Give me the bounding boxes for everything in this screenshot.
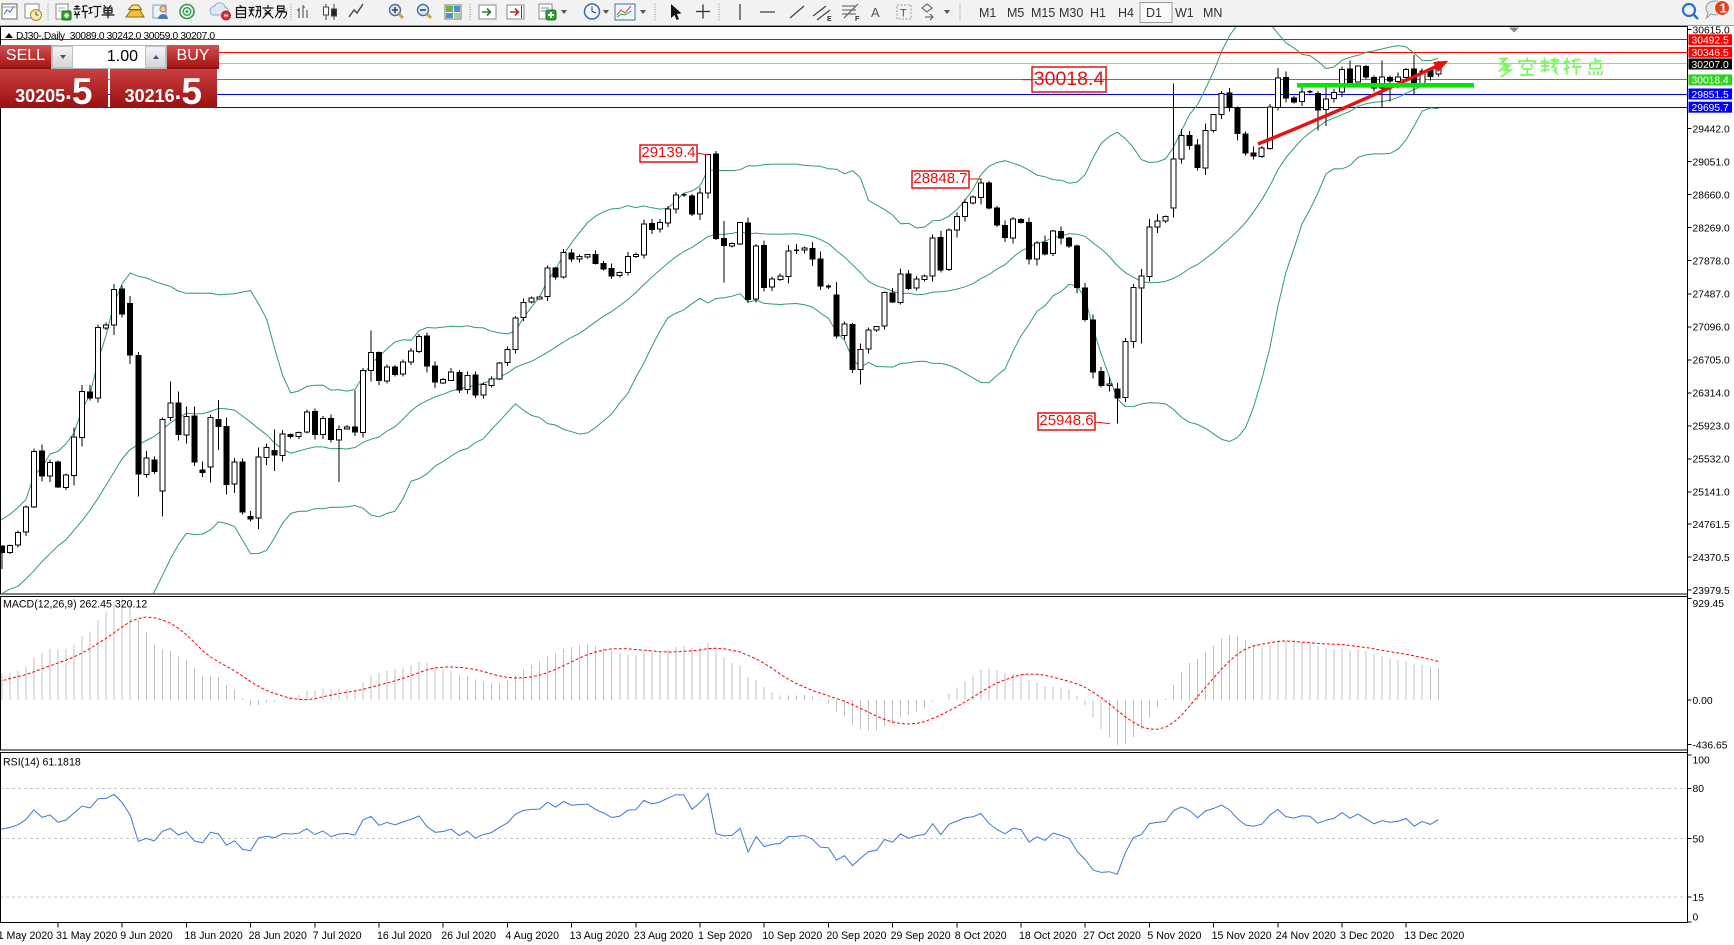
svg-text:W1: W1 <box>1175 6 1194 20</box>
svg-text:DJ30-,Daily 30089.0 30242.0 3: DJ30-,Daily 30089.0 30242.0 30059.0 3020… <box>16 31 215 42</box>
svg-text:T: T <box>900 8 907 20</box>
svg-text:27 Oct 2020: 27 Oct 2020 <box>1083 930 1141 942</box>
svg-text:M1: M1 <box>979 6 996 20</box>
svg-text:MACD(12,26,9) 262.45 320.12: MACD(12,26,9) 262.45 320.12 <box>3 599 147 611</box>
svg-text:D1: D1 <box>1146 6 1162 20</box>
svg-text:28269.0: 28269.0 <box>1693 224 1730 235</box>
svg-text:15: 15 <box>1693 893 1705 904</box>
svg-text:29442.0: 29442.0 <box>1693 124 1730 135</box>
svg-text:27096.0: 27096.0 <box>1693 323 1730 334</box>
svg-text:10 Sep 2020: 10 Sep 2020 <box>762 930 822 942</box>
svg-text:13 Dec 2020: 13 Dec 2020 <box>1404 930 1464 942</box>
svg-text:29139.4: 29139.4 <box>641 144 695 161</box>
svg-text:24761.5: 24761.5 <box>1693 520 1730 531</box>
svg-text:26 Jul 2020: 26 Jul 2020 <box>441 930 496 942</box>
svg-text:29695.7: 29695.7 <box>1692 103 1729 114</box>
svg-text:0.00: 0.00 <box>1693 696 1713 707</box>
svg-text:15 Nov 2020: 15 Nov 2020 <box>1212 930 1272 942</box>
svg-text:7 Jul 2020: 7 Jul 2020 <box>313 930 362 942</box>
svg-text:27878.0: 27878.0 <box>1693 257 1730 268</box>
svg-text:H4: H4 <box>1118 6 1134 20</box>
svg-text:30615.0: 30615.0 <box>1693 25 1730 36</box>
svg-text:MN: MN <box>1203 6 1222 20</box>
svg-text:31 May 2020: 31 May 2020 <box>56 930 117 942</box>
svg-text:H1: H1 <box>1090 6 1106 20</box>
svg-text:1 Sep 2020: 1 Sep 2020 <box>698 930 752 942</box>
svg-text:24370.5: 24370.5 <box>1693 553 1730 564</box>
svg-text:18 Oct 2020: 18 Oct 2020 <box>1019 930 1077 942</box>
svg-text:30018.4: 30018.4 <box>1034 68 1105 90</box>
svg-text:23 Aug 2020: 23 Aug 2020 <box>634 930 694 942</box>
svg-text:8 Oct 2020: 8 Oct 2020 <box>955 930 1007 942</box>
svg-text:3 Dec 2020: 3 Dec 2020 <box>1340 930 1394 942</box>
svg-text:5 Nov 2020: 5 Nov 2020 <box>1147 930 1201 942</box>
svg-text:21 May 2020: 21 May 2020 <box>0 930 53 942</box>
svg-text:28848.7: 28848.7 <box>913 170 967 187</box>
svg-text:1: 1 <box>1720 1 1727 16</box>
svg-text:16 Jul 2020: 16 Jul 2020 <box>377 930 432 942</box>
svg-text:30492.5: 30492.5 <box>1692 36 1729 47</box>
svg-text:26705.0: 26705.0 <box>1693 356 1730 367</box>
svg-text:29851.5: 29851.5 <box>1692 90 1729 101</box>
svg-text:50: 50 <box>1693 834 1705 845</box>
svg-text:M30: M30 <box>1059 6 1083 20</box>
svg-text:28660.0: 28660.0 <box>1693 191 1730 202</box>
svg-text:25948.6: 25948.6 <box>1039 412 1093 429</box>
svg-text:28 Jun 2020: 28 Jun 2020 <box>249 930 307 942</box>
svg-text:13 Aug 2020: 13 Aug 2020 <box>570 930 630 942</box>
svg-text:25532.0: 25532.0 <box>1693 455 1730 466</box>
svg-text:25141.0: 25141.0 <box>1693 488 1730 499</box>
svg-text:RSI(14) 61.1818: RSI(14) 61.1818 <box>3 757 81 769</box>
svg-text:100: 100 <box>1693 756 1710 767</box>
svg-text:30346.5: 30346.5 <box>1692 48 1729 59</box>
svg-text:E: E <box>827 16 832 23</box>
svg-text:30207.0: 30207.0 <box>1692 60 1729 71</box>
svg-text:-436.65: -436.65 <box>1693 740 1728 751</box>
svg-text:29 Sep 2020: 29 Sep 2020 <box>891 930 951 942</box>
svg-text:929.45: 929.45 <box>1693 599 1725 610</box>
svg-text:M15: M15 <box>1031 6 1055 20</box>
svg-text:30018.4: 30018.4 <box>1692 76 1729 87</box>
svg-text:M5: M5 <box>1007 6 1024 20</box>
svg-text:F: F <box>855 16 860 23</box>
svg-text:9 Jun 2020: 9 Jun 2020 <box>120 930 173 942</box>
svg-text:18 Jun 2020: 18 Jun 2020 <box>184 930 242 942</box>
svg-text:0: 0 <box>1693 913 1699 924</box>
svg-text:80: 80 <box>1693 784 1705 795</box>
svg-text:4 Aug 2020: 4 Aug 2020 <box>505 930 559 942</box>
svg-text:23979.5: 23979.5 <box>1693 586 1730 597</box>
svg-text:26314.0: 26314.0 <box>1693 389 1730 400</box>
svg-text:24 Nov 2020: 24 Nov 2020 <box>1276 930 1336 942</box>
svg-text:29051.0: 29051.0 <box>1693 157 1730 168</box>
svg-text:27487.0: 27487.0 <box>1693 290 1730 301</box>
svg-text:25923.0: 25923.0 <box>1693 422 1730 433</box>
svg-text:20 Sep 2020: 20 Sep 2020 <box>826 930 886 942</box>
svg-text:A: A <box>871 5 880 20</box>
